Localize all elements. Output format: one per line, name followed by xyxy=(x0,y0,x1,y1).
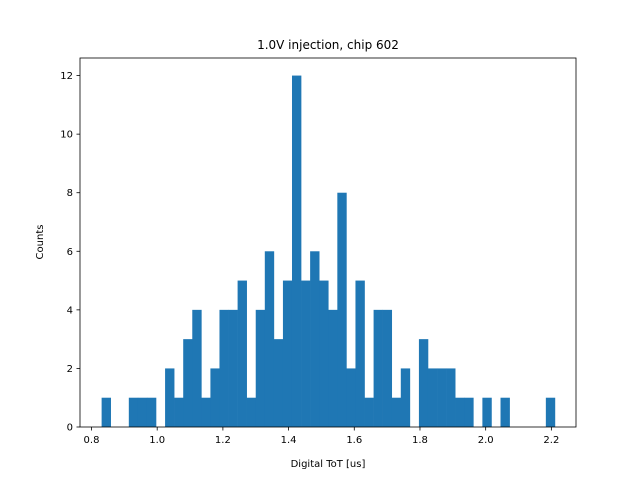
histogram-bar xyxy=(219,309,229,427)
histogram-bar xyxy=(382,309,393,427)
x-tick-label: 1.0 xyxy=(149,435,165,446)
y-axis-label: Counts xyxy=(35,225,46,260)
histogram-bar xyxy=(545,397,556,427)
histogram-bar xyxy=(246,397,257,427)
histogram-bar xyxy=(282,280,293,427)
histogram-bar xyxy=(400,368,411,427)
histogram-bar xyxy=(183,339,193,427)
histogram-bar xyxy=(446,368,456,427)
plot-frame xyxy=(79,57,577,428)
histogram-bar xyxy=(319,280,329,427)
x-tick-label: 1.2 xyxy=(215,435,231,446)
y-tick-label: 4 xyxy=(67,305,73,316)
histogram-bar xyxy=(137,397,148,427)
histogram-bar xyxy=(427,368,438,427)
x-axis-ticks: 0.8 1.0 1.2 1.4 1.6 1.8 2.0 2.2 xyxy=(84,427,559,446)
x-tick-label: 2.2 xyxy=(543,435,559,446)
histogram-bar xyxy=(418,339,429,427)
histogram-bar xyxy=(228,309,238,427)
histogram-bar xyxy=(165,368,175,427)
x-axis-label: Digital ToT [us] xyxy=(291,459,366,470)
histogram-bar xyxy=(192,309,202,427)
histogram-bar xyxy=(128,397,139,427)
histogram-bar xyxy=(255,309,266,427)
histogram-bar xyxy=(237,280,247,427)
histogram-bar xyxy=(310,251,320,427)
histogram-bar xyxy=(391,397,402,427)
histogram-bar xyxy=(355,280,365,427)
histogram-bar xyxy=(264,251,275,427)
bars-group xyxy=(101,75,556,428)
x-tick-label: 1.6 xyxy=(346,435,362,446)
x-tick-label: 0.8 xyxy=(84,435,100,446)
histogram-bar xyxy=(291,75,302,428)
histogram-bar xyxy=(210,368,220,427)
x-tick-label: 2.0 xyxy=(478,435,494,446)
histogram-bar xyxy=(482,397,492,427)
histogram-bar xyxy=(346,368,356,427)
histogram-bar xyxy=(101,397,111,427)
x-tick-label: 1.4 xyxy=(281,435,297,446)
histogram-bar xyxy=(201,397,211,427)
y-tick-label: 10 xyxy=(60,130,73,141)
y-tick-label: 0 xyxy=(67,423,73,434)
histogram-bar xyxy=(500,397,510,427)
y-tick-label: 8 xyxy=(67,188,73,199)
histogram-bar xyxy=(328,309,338,427)
y-axis-ticks: 0 2 4 6 8 10 12 xyxy=(60,71,80,434)
y-tick-label: 6 xyxy=(67,247,73,258)
histogram-bar xyxy=(364,397,374,427)
histogram-bar xyxy=(437,368,447,427)
histogram-bar xyxy=(373,309,383,427)
histogram-bar xyxy=(273,339,284,427)
chart-title: 1.0V injection, chip 602 xyxy=(257,38,399,52)
histogram-bar xyxy=(174,397,184,427)
histogram-bar xyxy=(301,280,311,427)
x-tick-label: 1.8 xyxy=(412,435,428,446)
y-tick-label: 2 xyxy=(67,364,73,375)
histogram-bar xyxy=(455,397,465,427)
histogram-bar xyxy=(337,192,347,427)
histogram-bar xyxy=(146,397,157,427)
histogram-bar xyxy=(464,397,474,427)
y-tick-label: 12 xyxy=(60,71,73,82)
